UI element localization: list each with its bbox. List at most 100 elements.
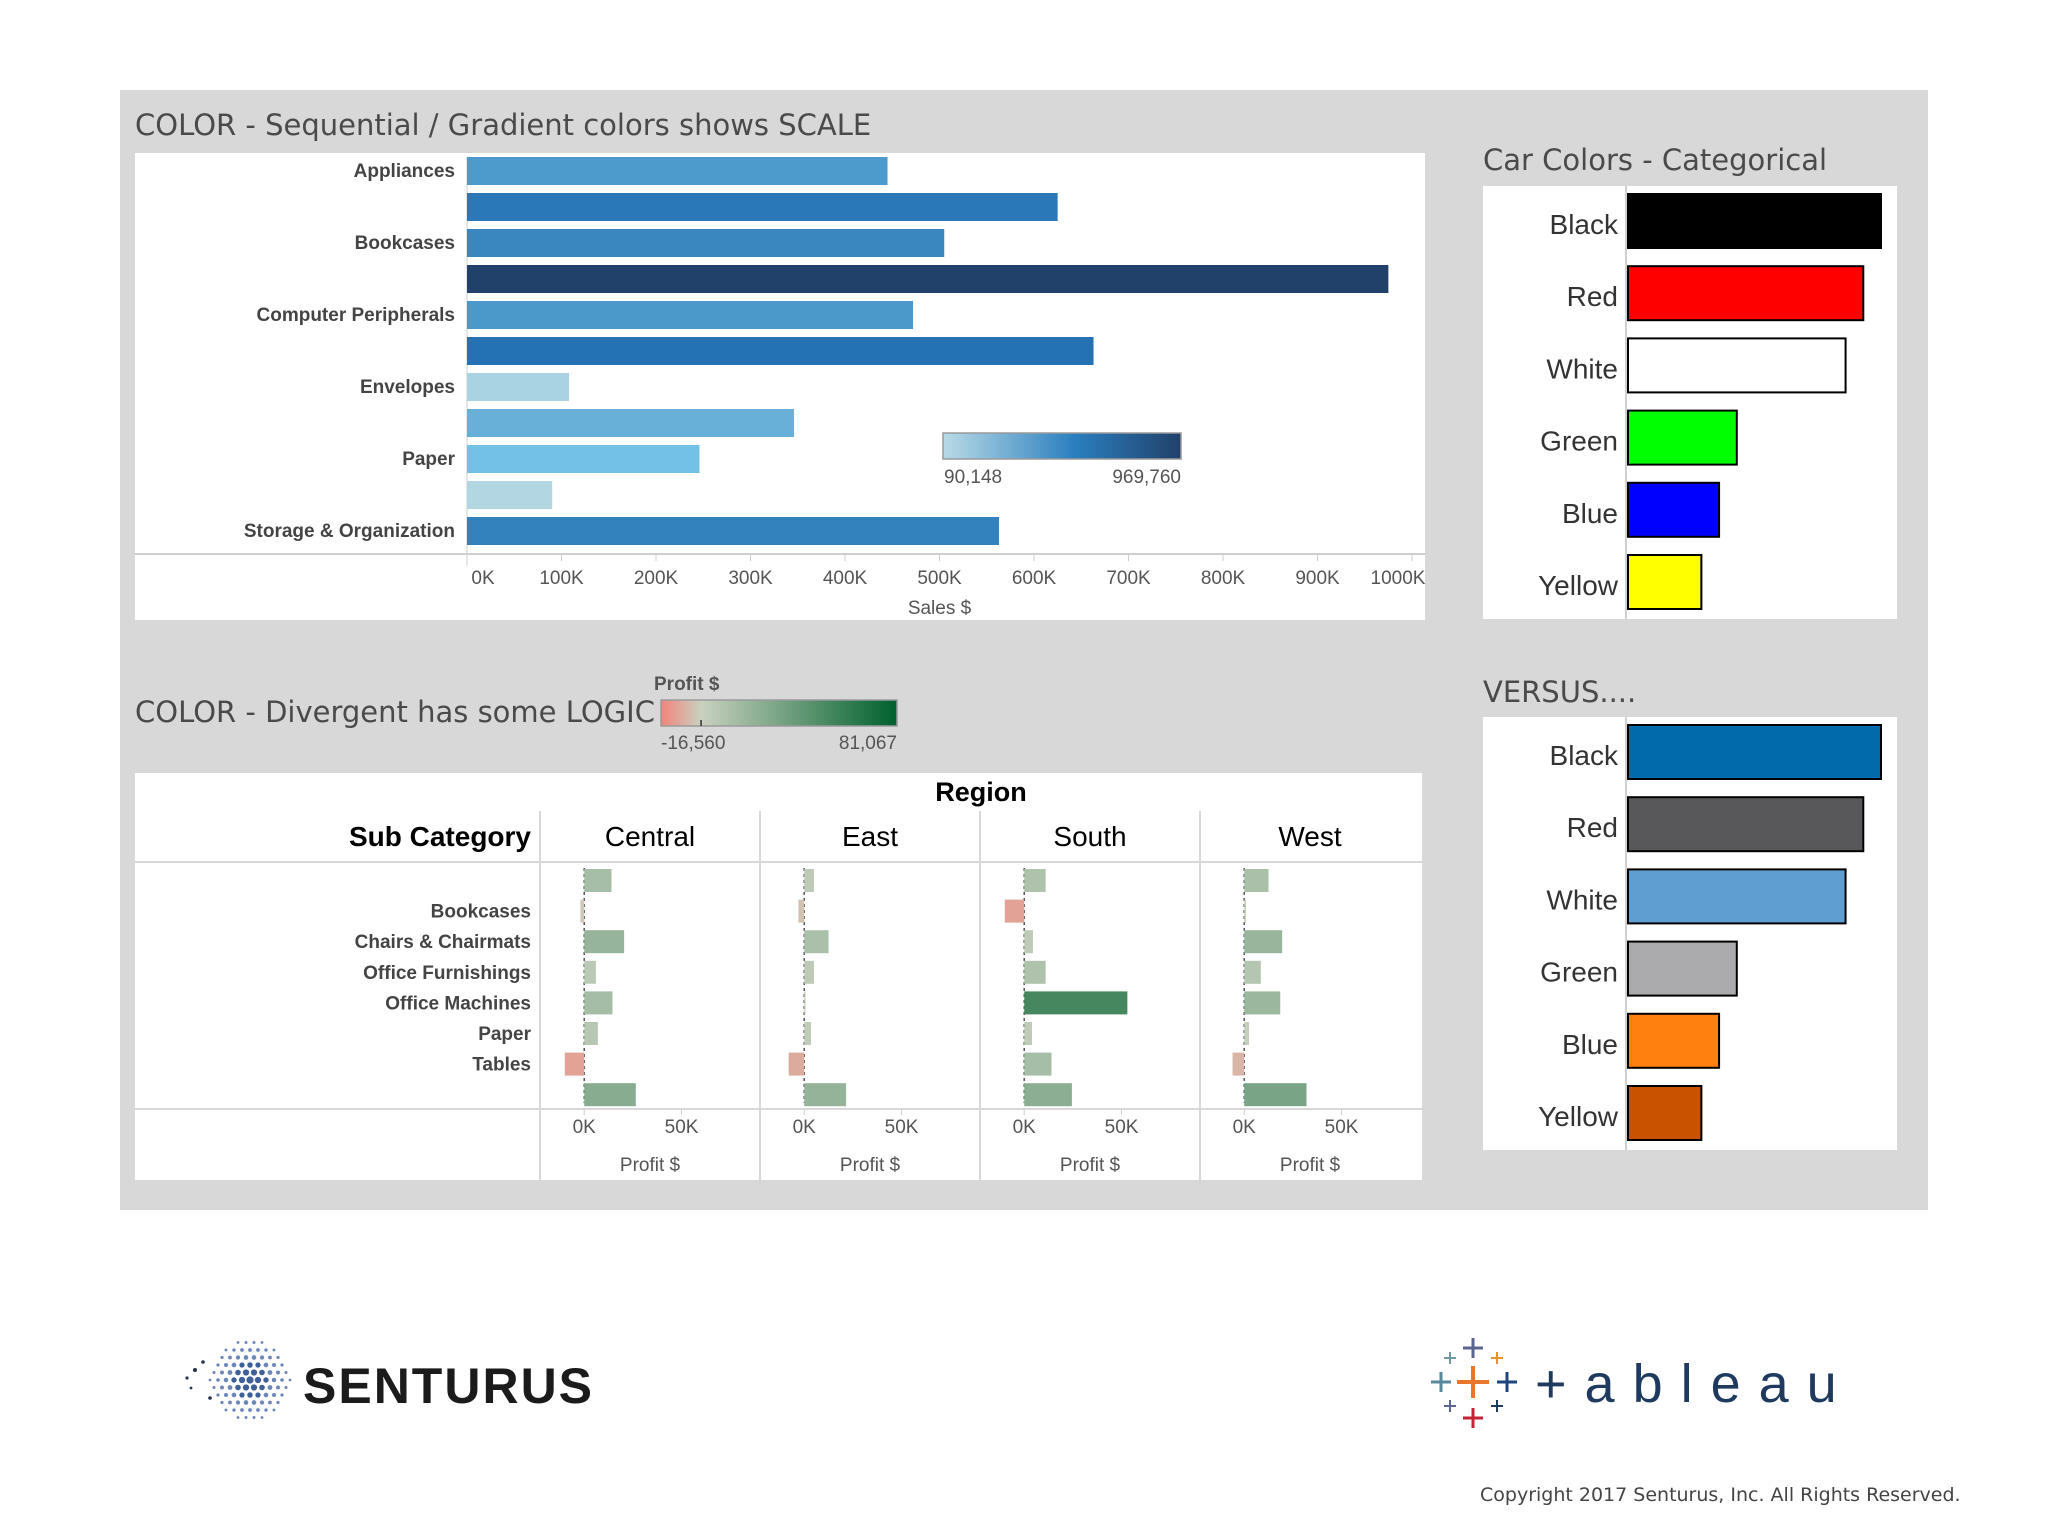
globe-dot [224,1348,228,1352]
globe-dot [263,1362,269,1368]
profit-bar [788,1052,805,1076]
globe-dot [288,1378,292,1382]
globe-dot [259,1369,265,1376]
category-label: Red [1567,281,1618,312]
x-axis-label: Profit $ [1060,1155,1121,1176]
legend-max-label: 81,067 [839,733,897,754]
x-tick-label: 700K [1106,568,1151,589]
globe-dot [252,1416,256,1419]
globe-dot [240,1408,244,1412]
globe-dot [246,1376,254,1384]
globe-dot [235,1384,241,1391]
globe-dot [280,1393,284,1397]
x-tick-label: 50K [1105,1117,1139,1138]
category-label: Black [1550,740,1619,771]
globe-dot [231,1362,237,1368]
globe-dot [193,1368,197,1372]
legend-max-label: 969,760 [1112,467,1181,488]
globe-dot [252,1341,256,1344]
x-axis-label: Profit $ [1280,1155,1341,1176]
tableau-wordmark: +ableau [1535,1354,1855,1414]
globe-dot [248,1408,252,1412]
globe-dot [235,1369,241,1376]
globe-dot [220,1385,224,1390]
globe-dot [250,1369,258,1376]
x-tick-label: 900K [1295,568,1340,589]
x-tick-label: 300K [728,568,773,589]
profit-bar [1244,930,1283,954]
category-label: Yellow [1538,1101,1619,1132]
globe-dot [216,1393,220,1397]
globe-dot [231,1392,237,1398]
globe-dot [242,1369,250,1376]
profit-bar [1024,1022,1033,1045]
globe-dot [260,1416,264,1419]
color-bar [1627,554,1703,610]
globe-dot [243,1400,249,1405]
categorical-title: Car Colors - Categorical [1483,143,1828,177]
globe-dot [231,1377,237,1383]
globe-dot [255,1392,261,1398]
color-bar [1627,796,1865,853]
profit-bar [1024,930,1033,954]
globe-dot [240,1348,244,1352]
color-bar [1627,1012,1721,1069]
category-label: Computer Peripherals [257,305,456,326]
x-tick-label: 50K [885,1117,919,1138]
globe-dot [268,1355,272,1360]
profit-bar [1232,1052,1245,1076]
color-bar [1627,409,1738,466]
globe-dot [276,1355,280,1360]
globe-dot [189,1386,193,1390]
globe-dot [271,1377,277,1383]
sub-category-label: Chairs & Chairmats [355,932,531,953]
sales-bar [467,337,1094,365]
sales-bar [467,265,1389,293]
divergent-chart-card: Region Sub Category Bookcases Chairs & Chai… [135,773,1422,1180]
globe-dot [208,1378,212,1382]
category-label: Paper [402,449,455,470]
globe-dot [212,1370,216,1375]
profit-bar [1004,899,1025,923]
globe-dot [251,1355,257,1360]
x-tick-label: 0K [573,1117,597,1138]
sales-bar [467,193,1058,221]
x-tick-label: 0K [793,1117,817,1138]
category-label: White [1546,884,1618,915]
globe-dot [248,1348,252,1352]
globe-dot [267,1370,273,1375]
sequential-bar-chart: Appliances Bookcases Computer Peripherals E… [135,157,1426,619]
globe-dot [244,1416,248,1419]
x-axis-label: Profit $ [620,1155,681,1176]
globe-dot [236,1341,240,1344]
globe-dot [256,1408,260,1412]
globe-dot [267,1385,273,1390]
globe-dot [216,1378,220,1382]
profit-bar [804,869,814,892]
globe-dot [280,1363,284,1367]
color-bar [1627,481,1721,538]
senturus-wordmark: SENTURUS [303,1358,594,1414]
divergent-title: COLOR - Divergent has some LOGIC [135,695,655,729]
x-tick-label: 0K [1233,1117,1257,1138]
tableau-logo: +ableau [1425,1330,1865,1440]
globe-dot [272,1348,276,1352]
car-colors-categorical-chart: Black Red White Green Blue Yellow [1538,186,1882,619]
category-label: Blue [1562,1029,1618,1060]
sub-category-label: Bookcases [431,902,531,923]
profit-bar [584,1083,636,1107]
color-bar [1627,337,1847,394]
profit-bar [1244,1083,1307,1107]
profit-bar [1244,869,1269,892]
category-label: Green [1540,426,1618,457]
globe-dot [235,1400,241,1405]
sub-category-header: Sub Category [349,821,531,852]
globe-dot [263,1377,269,1383]
category-label: Blue [1562,498,1618,529]
profit-bar [1244,1022,1250,1045]
sales-bar [467,517,1000,545]
profit-bar [1244,899,1246,923]
senturus-logo: SENTURUS [175,1330,595,1430]
x-tick-label: 100K [539,568,584,589]
x-axis-label: Sales $ [908,598,972,619]
